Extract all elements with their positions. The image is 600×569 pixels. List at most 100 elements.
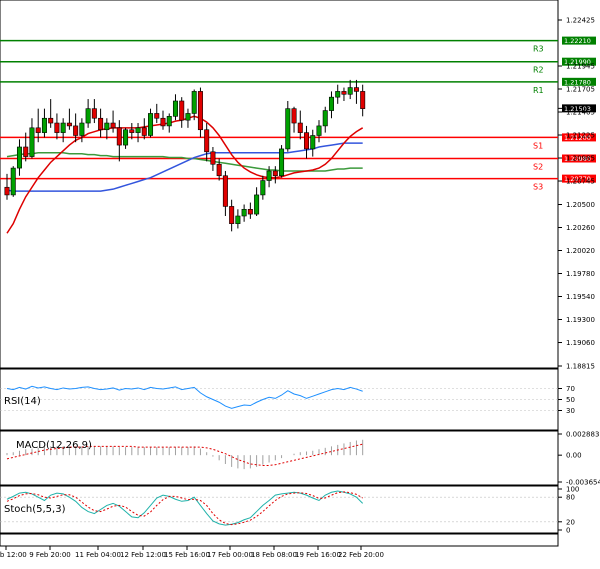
candle-bull [266,170,272,181]
level-name-r2: R2 [533,66,544,75]
candle-bear [341,91,347,95]
ma-red-line [6,115,364,234]
candle-bull [135,127,141,133]
candle-bull [316,125,322,136]
candle-bull [104,122,110,131]
candle-bull [285,108,291,150]
candle-bear [35,127,41,133]
stoch-label: Stoch(5,5,3) [4,504,66,515]
price-tick-label: 1.19060 [566,339,595,347]
price-tick-label: 1.19540 [566,293,595,301]
level-name-r3: R3 [533,45,544,54]
stoch-main-line [6,490,364,526]
candle-bear [247,208,253,215]
candle-bull [347,87,353,95]
price-tick-label: 1.19300 [566,316,595,324]
main-panel-frame [0,0,559,369]
candle-bear [23,146,29,157]
candle-bear [222,175,228,207]
rsi-tick-label: 30 [566,407,575,415]
current-price-label: 1.21503 [564,105,591,113]
candle-bear [210,151,216,165]
time-tick-label: 22 Feb 20:00 [338,551,384,559]
candle-bear [229,206,235,224]
time-tick-label: 11 Feb 04:00 [75,551,121,559]
candle-bull [148,113,154,136]
stoch-tick-label: 80 [566,494,575,502]
macd-signal-line [6,443,363,466]
level-name-s3: S3 [533,183,543,192]
macd-label: MACD(12,26,9) [16,440,92,451]
level-price-label-s1: 1.21200 [564,134,591,142]
candle-bear [48,117,54,124]
price-tick-label: 1.21225 [566,132,595,140]
candle-bull [279,148,285,177]
rsi-label: RSI(14) [4,396,41,407]
level-name-s1: S1 [533,141,543,150]
macd-tick-label: -0.003654 [566,479,600,487]
candle-bear [54,122,60,133]
level-name-r1: R1 [533,86,544,95]
candle-bear [353,87,359,92]
price-tick-label: 1.21465 [566,109,595,117]
candle-bull [10,167,16,196]
candle-bull [60,122,66,133]
candle-bull [254,194,260,215]
candle-bull [185,113,191,121]
level-price-label-s3: 1.20770 [564,175,591,183]
current-price-box [562,104,596,113]
stoch-tick-label: 20 [566,518,575,526]
candle-bull [328,96,334,111]
candle-bear [304,132,310,150]
level-price-label-r3: 1.22210 [564,37,591,45]
level-price-box-r2 [562,57,596,66]
level-price-label-s2: 1.20980 [564,155,591,163]
rsi-tick-label: 50 [566,396,575,404]
candle-bear [154,113,160,119]
candle-bull [172,100,178,117]
price-tick-label: 1.19780 [566,270,595,278]
candle-bull [191,91,197,114]
price-tick-label: 1.18815 [566,363,595,371]
candle-bear [160,117,166,127]
candle-bull [16,146,22,169]
level-price-box-r1 [562,77,596,86]
level-price-box-s1 [562,133,596,142]
time-tick-label: 15 Feb 16:00 [164,551,210,559]
candle-bear [91,108,97,119]
price-tick-label: 1.20260 [566,224,595,232]
level-price-box-r3 [562,36,596,45]
candle-bull [241,208,247,217]
candle-bear [204,129,210,153]
candle-bull [310,135,316,150]
price-tick-label: 1.20500 [566,201,595,209]
level-price-box-s2 [562,154,596,163]
candle-bear [66,122,72,127]
rsi-tick-label: 70 [566,385,575,393]
price-tick-label: 1.21945 [566,63,595,71]
macd-tick-label: 0.00 [566,452,582,460]
candle-bull [123,129,129,146]
candle-bull [41,117,47,133]
candle-bear [272,170,278,177]
candle-bear [216,163,222,177]
ma-blue-line [6,142,363,192]
macd-panel-frame [0,430,559,486]
level-price-label-r1: 1.21780 [564,78,591,86]
level-price-label-r2: 1.21990 [564,58,591,66]
stoch-tick-label: 0 [566,527,570,535]
candle-bear [98,117,104,131]
candle-bull [335,91,341,98]
candle-bear [110,122,116,129]
time-tick-label: 17 Feb 00:00 [207,551,253,559]
macd-tick-label: 0.002883 [566,431,599,439]
candle-bear [197,91,203,131]
candle-bull [322,110,328,127]
time-tick-label: 9 Feb 20:00 [29,551,70,559]
price-tick-label: 1.20985 [566,155,595,163]
price-tick-label: 1.22425 [566,17,595,25]
candle-bear [360,91,366,109]
candle-bull [166,116,172,127]
